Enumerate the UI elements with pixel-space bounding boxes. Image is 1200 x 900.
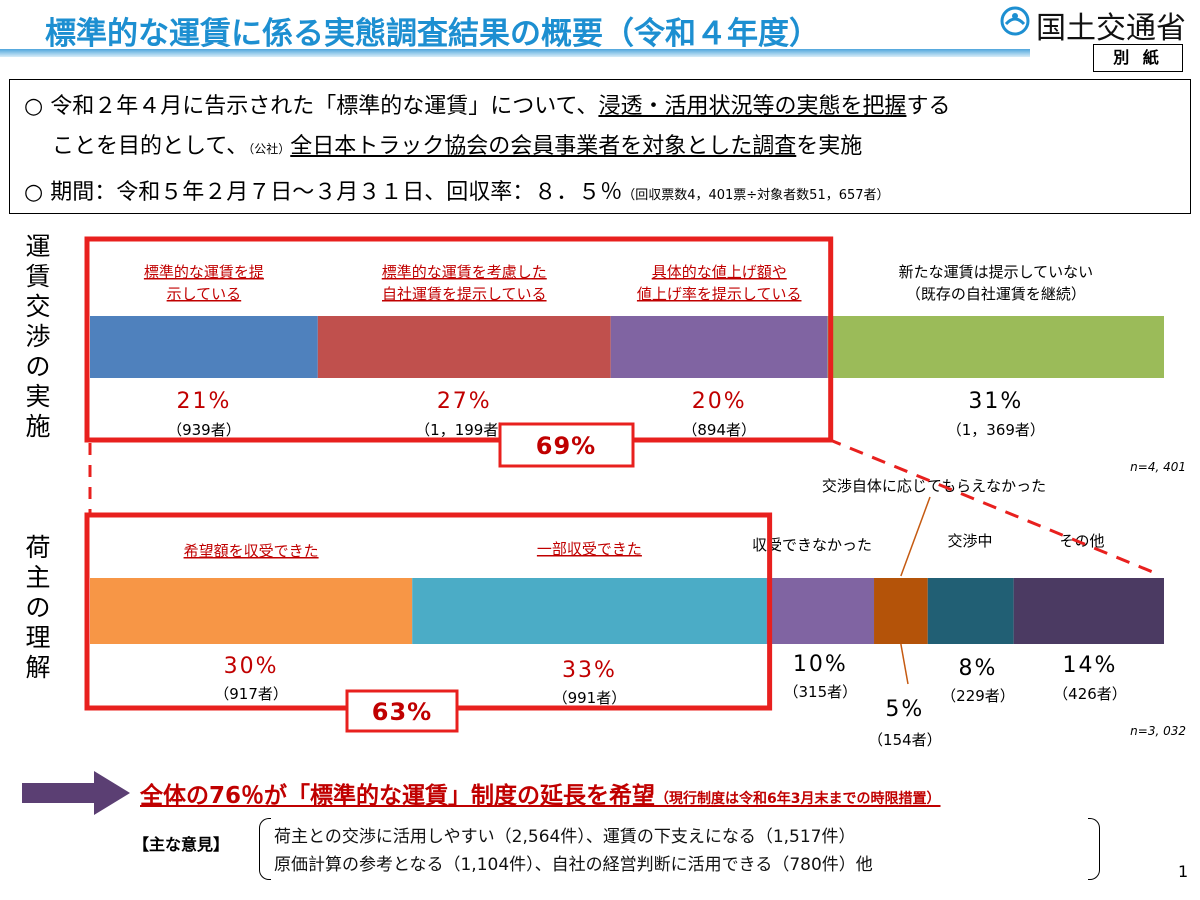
count-label: （991者） [553,689,627,707]
info-text: する [906,94,951,119]
count-label: （315者） [783,683,857,701]
category-label: 一部収受できた [537,540,642,558]
dashed-connector [827,437,1161,577]
page-number: 1 [1178,862,1189,881]
section-label-char: 施 [25,412,51,441]
count-label: （426者） [1053,685,1127,703]
count-label: （1，199者） [415,421,513,439]
percent-label: 5% [885,697,924,722]
bracket-right [1088,818,1100,880]
highlight-total-box [345,689,459,733]
percent-label: 8% [959,656,998,681]
info-text: ことを目的として、 [52,134,249,159]
section-label-char: 実 [25,382,51,411]
bar-segment [90,316,318,378]
opinion-line-2: 原価計算の参考となる（1,104件）、自社の経営判断に活用できる（780件）他 [274,855,873,875]
category-label: その他 [1059,532,1104,550]
bar-segment [766,578,875,644]
percent-label: 10% [793,652,848,677]
category-label: 新たな運賃は提示していない [899,263,1094,281]
arrow-right-icon [22,771,130,815]
title-underline [0,49,1030,57]
conclusion-note: （現行制度は令和6年3月末までの時限措置） [655,791,941,807]
info-text: を実施 [796,134,863,159]
percent-label: 27% [437,389,492,414]
category-label: 示している [167,285,242,303]
count-label: （939者） [167,421,241,439]
bar-segment [927,578,1014,644]
opinions-label: 【主な意見】 [133,835,230,854]
ministry-logo-icon [1000,6,1030,36]
bar-segment [827,316,1164,378]
opinion-line-1: 荷主との交渉に活用しやすい（2,564件）、運賃の下支えになる（1,517件） [274,827,856,847]
category-label: 標準的な運賃を提 [144,263,264,281]
bar-segment [90,578,413,644]
section-label-char: 運 [25,232,51,261]
category-label: 交渉自体に応じてもらえなかった [822,477,1046,495]
bracket-left [259,818,271,880]
highlight-box [84,236,834,443]
highlight-total-label: 63% [372,698,432,726]
info-line-3: ○ 期間：令和５年２月７日～３月３１日、回収率：８．５％（回収票数4，401票÷… [24,174,890,206]
percent-label: 14% [1063,653,1118,678]
percent-label: 31% [968,389,1023,414]
category-label: （既存の自社運賃を継続） [906,285,1086,303]
highlight-total-box [498,422,635,468]
count-label: （894者） [682,421,756,439]
info-text: ○ 令和２年４月に告示された「標準的な運賃」について、 [24,94,599,119]
category-label: 自社運賃を提示している [382,285,547,303]
category-label: 交渉中 [947,532,992,550]
highlight-total-label: 69% [536,432,596,460]
count-label: （1，369者） [947,421,1045,439]
percent-label: 33% [562,658,617,683]
conclusion-main: 全体の76％が「標準的な運賃」制度の延長を希望 [140,783,656,809]
count-label: （229者） [941,687,1015,705]
info-text: ○ 期間：令和５年２月７日～３月３１日、回収率：８．５％ [24,180,623,205]
category-label: 標準的な運賃を考慮した [382,263,547,281]
section-label-char: 主 [25,563,51,592]
section-label-char: 交 [25,292,51,321]
info-line-2: ことを目的として、（公社）全日本トラック協会の会員事業者を対象とした調査を実施 [52,128,862,160]
section-label-char: 解 [25,653,51,682]
sample-size-label: n=4, 401 [1130,460,1186,474]
info-text-underlined: 全日本トラック協会の会員事業者を対象とした調査 [290,134,797,159]
count-label: （154者） [868,731,942,749]
section-label-char: 渉 [25,322,51,351]
info-text-small: （公社） [248,142,291,156]
bar-segment [317,316,611,378]
category-label: 具体的な値上げ額や [652,263,787,281]
percent-label: 20% [692,389,747,414]
count-label: （917者） [214,685,288,703]
section-label-char: の [25,593,51,622]
attachment-label: 別 紙 [1093,44,1183,72]
category-label: 収受できなかった [752,536,872,554]
page-title: 標準的な運賃に係る実態調査結果の概要（令和４年度） [45,16,820,52]
section-label-char: 賃 [25,262,51,291]
survey-info-box: ○ 令和２年４月に告示された「標準的な運賃」について、浸透・活用状況等の実態を把… [9,79,1191,214]
bar-segment [1013,578,1164,644]
ministry-name: 国土交通省 [1036,11,1186,46]
percent-label: 30% [224,654,279,679]
sample-size-label: n=3, 032 [1130,724,1186,738]
leader-line [900,643,909,685]
section-label-char: 荷 [25,533,51,562]
section-label-negotiation: 運賃交渉の実施 [22,232,54,442]
section-label-char: の [25,352,51,381]
section-label-char: 理 [25,623,51,652]
leader-line [900,496,931,577]
percent-label: 21% [176,389,231,414]
category-label: 希望額を収受できた [184,542,319,560]
bar-segment [874,578,928,644]
info-text-underlined: 浸透・活用状況等の実態を把握 [598,94,907,119]
conclusion-text: 全体の76％が「標準的な運賃」制度の延長を希望（現行制度は令和6年3月末までの時… [140,776,941,810]
section-label-shipper: 荷主の理解 [22,533,54,683]
bar-segment [610,316,828,378]
bar-segment [412,578,767,644]
info-line-1: ○ 令和２年４月に告示された「標準的な運賃」について、浸透・活用状況等の実態を把… [24,88,950,120]
info-text-small: （回収票数4，401票÷対象者数51，657者） [622,188,890,203]
category-label: 値上げ率を提示している [637,285,802,303]
